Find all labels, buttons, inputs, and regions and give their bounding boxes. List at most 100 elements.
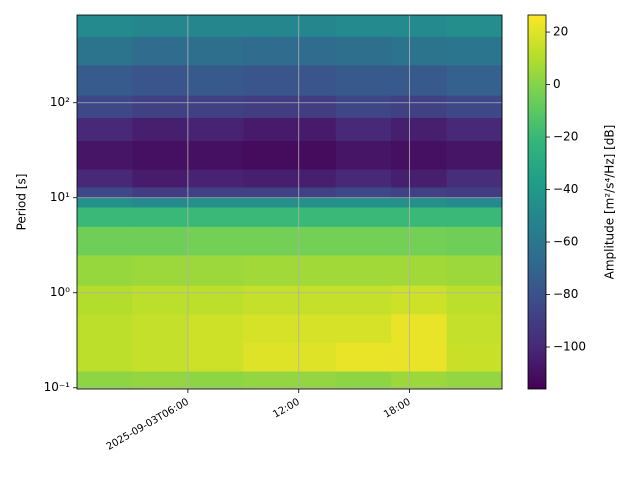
heatmap-cell <box>77 197 133 208</box>
heatmap-cell <box>77 186 133 199</box>
heatmap-cell <box>298 95 337 118</box>
colorbar-tick-label: −60 <box>553 235 578 249</box>
heatmap-cell <box>298 169 337 188</box>
x-tick-label: 2025-09-03T06:00 <box>105 397 191 453</box>
heatmap-cell <box>132 186 189 199</box>
heatmap-cell <box>77 15 133 37</box>
heatmap-cell <box>446 342 503 372</box>
heatmap-cell <box>446 285 503 315</box>
colorbar-label: Amplitude [m²/s⁴/Hz] [dB] <box>603 125 617 280</box>
heatmap-cell <box>132 36 189 66</box>
heatmap-cell <box>298 64 337 96</box>
heatmap-cell <box>132 117 189 142</box>
y-axis-label: Period [s] <box>15 174 29 231</box>
heatmap-cell <box>391 186 448 199</box>
heatmap-cell <box>187 371 244 390</box>
heatmap-cell <box>335 95 392 118</box>
heatmap-cell <box>132 313 189 343</box>
heatmap-cell <box>243 36 300 66</box>
heatmap-cell <box>132 15 189 37</box>
heatmap-cell <box>243 285 300 315</box>
heatmap-cell <box>298 36 337 66</box>
heatmap-cell <box>187 226 244 256</box>
heatmap-cell <box>243 206 300 227</box>
heatmap-cell <box>391 140 448 170</box>
heatmap-cell <box>243 371 300 390</box>
heatmap-cell <box>243 342 300 372</box>
heatmap-cell <box>132 285 189 315</box>
heatmap-cell <box>391 206 448 227</box>
heatmap-cell <box>335 371 392 390</box>
heatmap-cell <box>77 254 133 286</box>
heatmap-cell <box>335 285 392 315</box>
heatmap-cell <box>187 15 244 37</box>
colorbar-tick-label: −80 <box>553 287 578 301</box>
heatmap-cell <box>77 169 133 188</box>
heatmap-cell <box>335 342 392 372</box>
heatmap-cell <box>446 15 503 37</box>
y-tick-label: 10⁻¹ <box>44 380 71 394</box>
heatmap-cell <box>446 64 503 96</box>
heatmap-cell <box>391 117 448 142</box>
heatmap-cell <box>243 186 300 199</box>
heatmap-cell <box>187 140 244 170</box>
heatmap-cell <box>298 342 337 372</box>
heatmap-cell <box>335 15 392 37</box>
colorbar-tick-label: −20 <box>553 130 578 144</box>
heatmap-cell <box>446 197 503 208</box>
heatmap-cell <box>132 342 189 372</box>
heatmap-cell <box>132 95 189 118</box>
x-tick-label: 18:00 <box>382 397 412 421</box>
heatmap-cell <box>335 206 392 227</box>
heatmap-cell <box>243 254 300 286</box>
heatmap-cell <box>243 95 300 118</box>
heatmap-cell <box>132 226 189 256</box>
heatmap-cell <box>187 285 244 315</box>
heatmap-cell <box>335 117 392 142</box>
heatmap-cell <box>298 285 337 315</box>
heatmap-cell <box>446 206 503 227</box>
heatmap-cell <box>391 342 448 372</box>
heatmap-cell <box>446 226 503 256</box>
heatmap-cell <box>77 140 133 170</box>
heatmap-cell <box>446 117 503 142</box>
heatmap-cell <box>446 313 503 343</box>
heatmap-cell <box>391 197 448 208</box>
heatmap-cell <box>335 313 392 343</box>
heatmap-cell <box>243 226 300 256</box>
heatmap-cell <box>77 36 133 66</box>
heatmap-cell <box>391 64 448 96</box>
heatmap-cell <box>187 186 244 199</box>
heatmap-cell <box>132 197 189 208</box>
y-tick-label: 10¹ <box>50 190 70 204</box>
heatmap-cell <box>132 169 189 188</box>
heatmap-cell <box>298 254 337 286</box>
heatmap-cell <box>243 313 300 343</box>
y-tick-label: 10² <box>50 95 70 109</box>
heatmap-cell <box>132 371 189 390</box>
heatmap-cell <box>187 64 244 96</box>
heatmap-cell <box>391 95 448 118</box>
heatmap-cell <box>446 371 503 390</box>
heatmap-cell <box>77 226 133 256</box>
heatmap-cell <box>187 342 244 372</box>
heatmap-cell <box>335 197 392 208</box>
heatmap-cell <box>187 36 244 66</box>
heatmap-cell <box>77 342 133 372</box>
heatmap-cell <box>187 95 244 118</box>
heatmap-cell <box>391 226 448 256</box>
heatmap-cell <box>298 371 337 390</box>
colorbar <box>527 14 547 390</box>
heatmap-cell <box>446 36 503 66</box>
heatmap-cell <box>446 169 503 188</box>
heatmap-cell <box>243 117 300 142</box>
heatmap-cell <box>187 169 244 188</box>
heatmap-cell <box>298 197 337 208</box>
heatmap-cell <box>391 15 448 37</box>
heatmap-cell <box>187 313 244 343</box>
heatmap-cell <box>335 186 392 199</box>
heatmap-cell <box>335 169 392 188</box>
plot-frame <box>76 14 503 390</box>
heatmap-cell <box>132 206 189 227</box>
heatmap-cell <box>298 313 337 343</box>
